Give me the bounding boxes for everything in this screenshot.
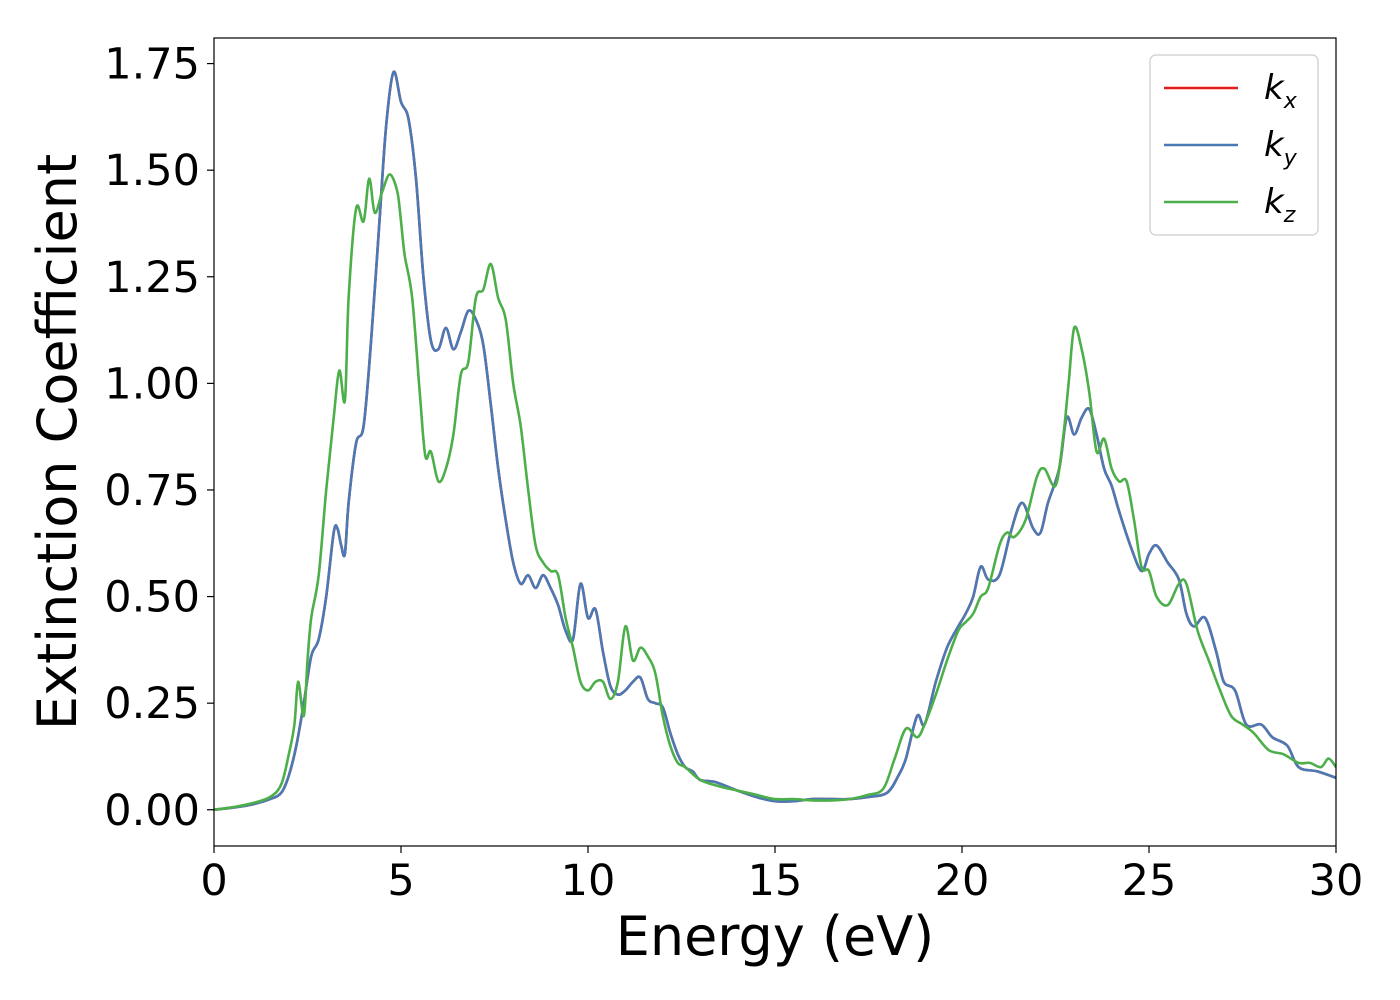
x-tick-label: 20: [935, 856, 990, 906]
legend-label-main: k: [1264, 125, 1285, 165]
legend-label-k-z: kz: [1264, 182, 1296, 228]
x-tick-label: 15: [748, 856, 803, 906]
y-axis-label: Extinction Coefficient: [26, 154, 89, 730]
series-line-k-y: [214, 70, 1336, 812]
y-axis: 0.00 0.25 0.50 0.75 1.00 1.25 1.50 1.75: [104, 40, 214, 836]
legend-label-sub: y: [1283, 146, 1298, 171]
y-tick-label: 1.50: [104, 146, 200, 196]
x-tick-label: 25: [1122, 856, 1177, 906]
legend-label-k-x: kx: [1264, 68, 1298, 114]
y-tick-label: 0.50: [104, 573, 200, 623]
x-tick-label: 0: [200, 856, 227, 906]
series-line-k-z: [214, 173, 1336, 812]
legend-label-main: k: [1264, 182, 1285, 222]
y-tick-label: 1.00: [104, 359, 200, 409]
y-tick-label: 0.00: [104, 786, 200, 836]
x-tick-label: 5: [387, 856, 414, 906]
y-tick-label: 0.75: [104, 466, 200, 516]
x-axis: 0 5 10 15 20 25 30: [200, 846, 1363, 906]
x-tick-label: 30: [1309, 856, 1364, 906]
y-tick-label: 1.75: [104, 40, 200, 90]
y-tick-label: 1.25: [104, 253, 200, 303]
legend-label-sub: z: [1283, 203, 1296, 228]
x-tick-label: 10: [561, 856, 616, 906]
x-axis-label: Energy (eV): [616, 905, 935, 968]
legend-label-k-y: ky: [1264, 125, 1298, 171]
legend-label-sub: x: [1283, 89, 1298, 114]
y-tick-label: 0.25: [104, 679, 200, 729]
legend-label-main: k: [1264, 68, 1285, 108]
series-layer: [214, 70, 1336, 812]
